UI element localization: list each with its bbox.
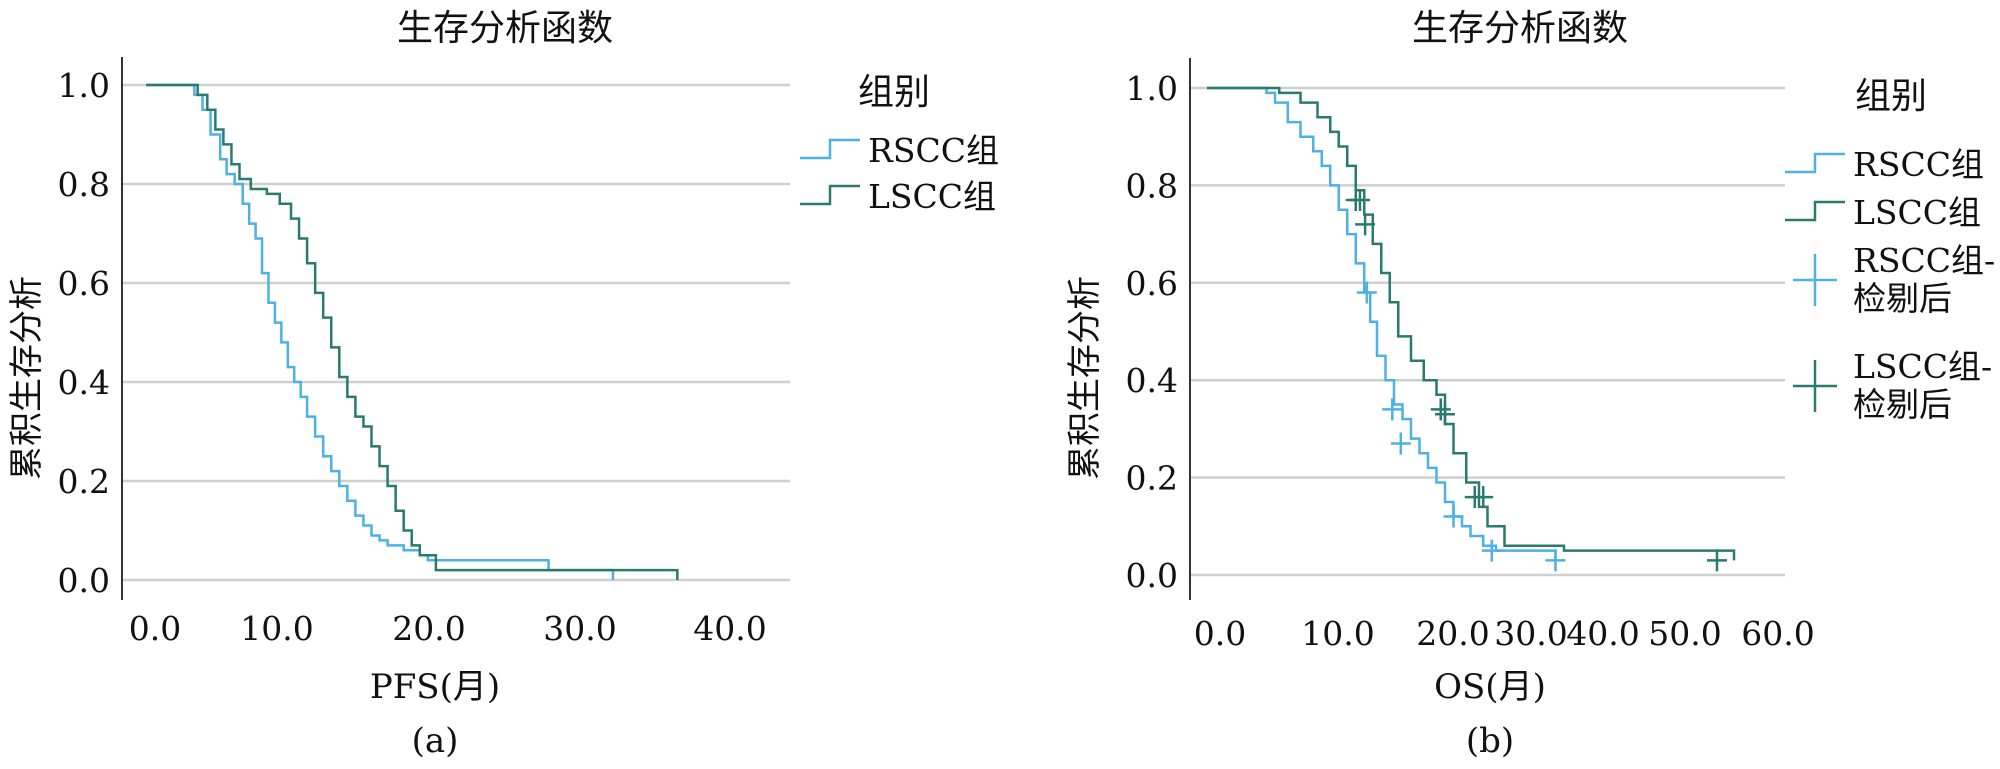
legend-label: LSCC组-检剔后: [1853, 347, 1992, 424]
series-line: [1207, 86, 1736, 561]
censor-mark: [1355, 213, 1376, 236]
x-tick-label: 60.0: [1741, 614, 1814, 653]
y-axis-label: 累积生存分析: [1065, 276, 1105, 480]
legend-item: LSCC组: [800, 177, 996, 216]
legend-item: LSCC组: [1785, 193, 1981, 232]
legend-swatch: [1785, 152, 1845, 174]
censor-mark: [1382, 398, 1403, 421]
legend-label: RSCC组: [868, 131, 999, 170]
x-tick-label: 0.0: [129, 609, 181, 648]
legend-title: 组别: [1855, 76, 1927, 117]
legend-label: RSCC组-检剔后: [1853, 241, 1995, 318]
legend-label-line: 检剔后: [1853, 279, 1952, 318]
y-tick-label: 0.2: [1126, 459, 1178, 498]
x-tick-label: 30.0: [543, 609, 616, 648]
y-tick-labels: 0.0 0.2 0.4 0.6 0.8 1.0: [1126, 69, 1178, 595]
censor-mark: [1356, 281, 1377, 304]
y-axis-label: 累积生存分析: [7, 276, 47, 480]
x-tick-labels: 0.0 10.0 20.0 30.040.0 50.0 60.0: [1194, 614, 1815, 653]
legend-swatch: [1785, 200, 1845, 222]
y-tick-label: 0.6: [58, 264, 110, 303]
x-tick-label: 0.0: [1194, 614, 1246, 653]
censor-mark: [1443, 505, 1464, 528]
chart-title: 生存分析函数: [1412, 8, 1628, 49]
x-tick-label: 40.0: [693, 609, 766, 648]
y-tick-label: 0.4: [1126, 361, 1178, 400]
censor-mark: [1435, 403, 1455, 426]
legend-title: 组别: [858, 72, 930, 113]
plot-area: [146, 83, 679, 580]
censor-mark: [1350, 189, 1370, 212]
x-tick-label: 10.0: [1301, 614, 1374, 653]
x-tick-label: 50.0: [1648, 614, 1721, 653]
series-line: [1207, 86, 1557, 561]
y-tick-label: 0.4: [58, 363, 110, 402]
legend-item: RSCC组-检剔后: [1793, 241, 1995, 318]
legend-item: LSCC组-检剔后: [1793, 347, 1992, 424]
series-line: [146, 83, 615, 580]
x-tick-label: 10.0: [240, 609, 313, 648]
y-tick-label: 0.2: [58, 462, 110, 501]
x-axis-label: PFS(月): [370, 667, 500, 707]
y-tick-label: 0.0: [1126, 556, 1178, 595]
panel-label: (b): [1466, 721, 1514, 761]
legend-label-line: LSCC组-: [1853, 347, 1992, 386]
x-tick-label: 20.0: [1416, 614, 1489, 653]
x-tick-label: 20.0: [392, 609, 465, 648]
y-tick-label: 0.0: [58, 561, 110, 600]
x-tick-label: 30.0: [1494, 614, 1567, 653]
y-tick-label: 0.8: [58, 165, 110, 204]
censor-mark: [1545, 549, 1566, 572]
legend-swatch: [800, 138, 860, 160]
legend-swatch: [800, 184, 860, 206]
plot-area: [1207, 86, 1736, 572]
legend-item: RSCC组: [800, 131, 999, 170]
series-line: [146, 83, 679, 580]
y-tick-label: 1.0: [58, 66, 110, 105]
legend-label-line: RSCC组-: [1853, 241, 1995, 280]
censor-mark: [1481, 539, 1502, 562]
censor-mark: [1390, 432, 1411, 455]
y-gridlines: [1190, 86, 1785, 577]
y-tick-label: 1.0: [1126, 69, 1178, 108]
legend: RSCC组 LSCC组: [800, 131, 999, 216]
legend-label: LSCC组: [1853, 193, 1981, 232]
y-tick-label: 0.8: [1126, 166, 1178, 205]
censor-mark: [1473, 486, 1494, 509]
panel-label: (a): [412, 721, 459, 761]
panel-b: 生存分析函数 0.0 0.2 0.4 0.6 0.8 1.0 0.0 10.0 20.0 30.…: [1065, 8, 1995, 761]
legend-label: LSCC组: [868, 177, 996, 216]
y-tick-label: 0.6: [1126, 264, 1178, 303]
censor-mark: [1707, 549, 1727, 572]
chart-title: 生存分析函数: [397, 8, 613, 49]
x-tick-labels: 0.0 10.0 20.0 30.0 40.0: [129, 609, 767, 648]
y-tick-labels: 0.0 0.2 0.4 0.6 0.8 1.0: [58, 66, 110, 600]
y-gridlines: [122, 83, 790, 582]
legend-label: RSCC组: [1853, 145, 1984, 184]
panel-a: 生存分析函数 0.0 0.2 0.4 0.6 0.8 1.0 0.0 10.0 20.0 30.…: [7, 8, 999, 761]
x-axis-label: OS(月): [1434, 667, 1546, 707]
x-tick-label: 40.0: [1566, 614, 1639, 653]
legend-item: RSCC组: [1785, 145, 1984, 184]
censor-mark: [1430, 398, 1451, 421]
legend-label-line: 检剔后: [1853, 385, 1952, 424]
